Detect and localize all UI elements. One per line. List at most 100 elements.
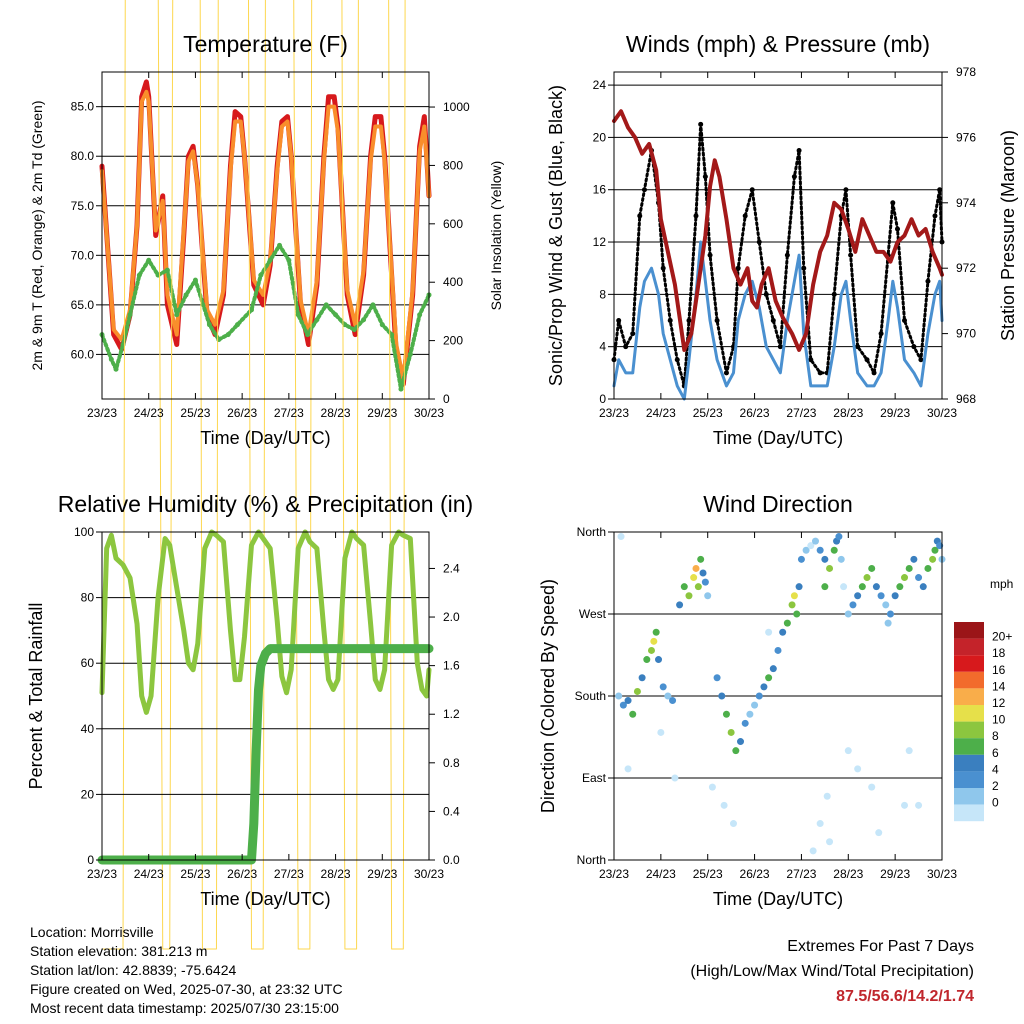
colorbar-label-4: 12 (992, 696, 1006, 710)
direction-point-58 (849, 601, 857, 609)
temperature-ytick-right-label-5: 1000 (443, 100, 470, 114)
direction-point-36 (769, 665, 777, 673)
humidity-ytick-right-label-0: 0.0 (443, 853, 460, 867)
colorbar-label-6: 8 (992, 729, 999, 743)
winds-ytick-right-label-1: 970 (956, 327, 976, 341)
direction-point-8 (650, 637, 658, 645)
winds-series-0-point-24 (763, 291, 769, 297)
winds-series-0-point-41 (878, 331, 884, 337)
temperature-series-2-point-33 (407, 351, 413, 357)
direction-point-14 (676, 601, 684, 609)
temperature-series-2-point-5 (136, 272, 142, 278)
winds-series-0-point-8 (660, 265, 666, 271)
winds-series-2 (612, 109, 944, 352)
direction-xtick-label-6: 29/23 (880, 867, 910, 881)
temperature-series-2-point-28 (361, 317, 367, 323)
direction-point-16 (685, 592, 693, 600)
direction-point-84 (720, 801, 728, 809)
direction-xtick-label-0: 23/23 (599, 867, 629, 881)
direction-point-33 (755, 692, 763, 700)
humidity-ytick-right-label-3: 1.2 (443, 707, 460, 721)
direction-point-52 (830, 546, 838, 554)
winds-series-0-point-37 (848, 252, 854, 258)
direction-point-42 (793, 610, 801, 618)
winds-series-0-point-26 (777, 344, 783, 350)
direction-point-49 (821, 555, 829, 563)
winds-frame (613, 71, 943, 400)
colorbar-label-2: 16 (992, 663, 1006, 677)
temperature-xtick-label-5: 28/23 (321, 406, 351, 420)
recent-timestamp: Most recent data timestamp: 2025/07/30 2… (30, 1000, 339, 1016)
direction-point-67 (886, 610, 894, 618)
direction-point-37 (774, 646, 782, 654)
winds-series-0-point-21 (742, 213, 748, 219)
direction-point-66 (884, 619, 892, 627)
temperature-ylabel-right: Solar Insolation (Yellow) (488, 161, 504, 311)
winds-ytick-label-4: 16 (593, 183, 607, 197)
temperature-ytick-right-label-0: 0 (443, 392, 450, 406)
direction-point-20 (697, 555, 705, 563)
colorbar-cell-7 (954, 738, 984, 755)
direction-point-77 (931, 546, 939, 554)
temperature-series-2-point-23 (314, 317, 320, 323)
winds-series-0-point-48 (925, 278, 931, 284)
humidity-xtick-label-1: 24/23 (134, 867, 164, 881)
humidity-xlabel: Time (Day/UTC) (200, 889, 330, 909)
winds-xtick-label-4: 27/23 (786, 406, 816, 420)
extremes-panel: Extremes For Past 7 Days (High/Low/Max W… (690, 934, 974, 1009)
temperature-ytick-right-label-1: 200 (443, 334, 463, 348)
winds-series-0-point-13 (693, 213, 699, 219)
direction-point-7 (647, 646, 655, 654)
colorbar-cell-2 (954, 655, 984, 672)
extremes-title: Extremes For Past 7 Days (787, 938, 974, 955)
direction-point-82 (657, 728, 665, 736)
temperature-series-2-point-30 (379, 322, 385, 328)
winds-series-0-point-47 (918, 357, 924, 363)
direction-point-69 (896, 583, 904, 591)
direction-point-97 (765, 628, 773, 636)
winds-ytick-right-label-2: 972 (956, 261, 976, 275)
winds-ylabel: Sonic/Prop Wind & Gust (Blue, Black) (546, 85, 566, 386)
direction-point-85 (809, 847, 817, 855)
direction-point-15 (680, 583, 688, 591)
colorbar-label-5: 10 (992, 713, 1006, 727)
station-info: Location: Morrisville Station elevation:… (30, 923, 343, 1018)
colorbar-cell-1 (954, 638, 984, 656)
colorbar-label-1: 18 (992, 646, 1006, 660)
direction-point-64 (877, 592, 885, 600)
temperature-series-2-point-9 (174, 312, 180, 318)
winds-ytick-right-label-0: 968 (956, 392, 976, 406)
direction-point-45 (802, 546, 810, 554)
winds-series-0-point-1 (616, 318, 622, 324)
station-latlon: Station lat/lon: 42.8839; -75.6424 (30, 962, 237, 978)
direction-xlabel: Time (Day/UTC) (713, 889, 843, 909)
temperature-series-2-point-14 (225, 332, 231, 338)
temperature-series-2-point-21 (295, 312, 301, 318)
temperature-series-2-point-8 (164, 267, 170, 273)
direction-point-87 (823, 792, 831, 800)
direction-point-76 (929, 555, 937, 563)
direction-point-25 (718, 692, 726, 700)
humidity-ytick-label-2: 40 (81, 722, 95, 736)
temperature-ytick-label-0: 60.0 (71, 347, 95, 361)
direction-point-63 (872, 583, 880, 591)
direction-point-51 (826, 564, 834, 572)
direction-point-1 (619, 701, 627, 709)
temperature-series-2-point-15 (234, 322, 240, 328)
temperature-series-2-point-11 (192, 277, 198, 283)
colorbar-cell-6 (954, 721, 984, 739)
direction-point-47 (811, 537, 819, 545)
winds-series-0-point-2 (623, 344, 629, 350)
temperature-series-2-point-26 (342, 322, 348, 328)
colorbar-title: mph (990, 577, 1013, 591)
direction-point-72 (910, 555, 918, 563)
direction-point-79 (936, 542, 944, 550)
figure-created: Figure created on Wed, 2025-07-30, at 23… (30, 981, 343, 997)
direction-ytick-label-1: East (582, 771, 607, 785)
direction-point-23 (704, 592, 712, 600)
temperature-series-2-point-10 (183, 292, 189, 298)
humidity-xtick-label-2: 25/23 (180, 867, 210, 881)
colorbar-cell-9 (954, 771, 984, 788)
temperature-xtick-label-0: 23/23 (87, 406, 117, 420)
direction-point-13 (669, 697, 677, 705)
